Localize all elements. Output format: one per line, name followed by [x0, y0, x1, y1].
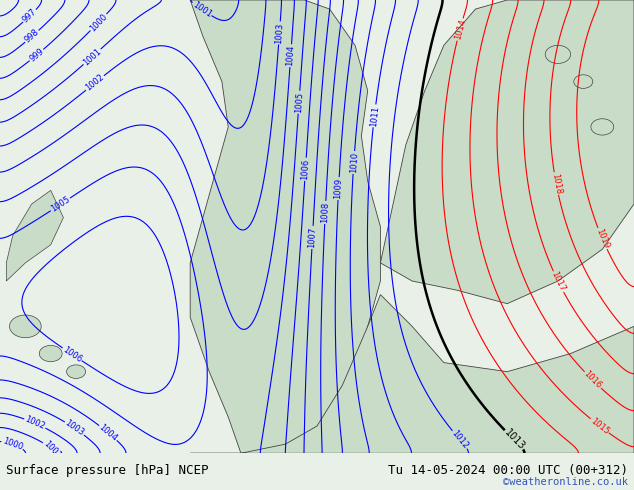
Text: 1016: 1016: [582, 369, 604, 391]
Text: 1017: 1017: [550, 270, 567, 293]
Text: 1001: 1001: [41, 439, 63, 461]
Text: 1013: 1013: [502, 427, 526, 452]
Text: 999: 999: [28, 47, 46, 64]
Text: 1012: 1012: [450, 429, 470, 451]
Text: 1003: 1003: [274, 22, 285, 44]
Text: 1011: 1011: [369, 105, 380, 127]
Text: 1006: 1006: [61, 345, 84, 364]
Polygon shape: [6, 191, 63, 281]
Text: 997: 997: [21, 7, 39, 24]
Text: 1005: 1005: [49, 195, 72, 214]
Text: 1001: 1001: [81, 47, 103, 67]
Polygon shape: [190, 294, 634, 453]
Circle shape: [574, 75, 593, 88]
Text: 1009: 1009: [333, 178, 344, 199]
Circle shape: [545, 46, 571, 63]
Text: 1018: 1018: [550, 172, 562, 195]
Circle shape: [591, 119, 614, 135]
Text: 1000: 1000: [88, 12, 109, 33]
Text: 1002: 1002: [84, 73, 106, 93]
Circle shape: [10, 315, 41, 338]
Polygon shape: [190, 0, 380, 453]
Text: 1001: 1001: [191, 0, 213, 19]
Text: Surface pressure [hPa] NCEP: Surface pressure [hPa] NCEP: [6, 464, 209, 477]
Text: 1005: 1005: [294, 92, 304, 113]
Text: Tu 14-05-2024 00:00 UTC (00+312): Tu 14-05-2024 00:00 UTC (00+312): [387, 464, 628, 477]
Text: 1014: 1014: [453, 18, 467, 41]
Polygon shape: [380, 0, 634, 304]
Text: 1002: 1002: [23, 415, 46, 432]
Circle shape: [39, 345, 62, 362]
Text: 998: 998: [23, 28, 41, 45]
Text: 1019: 1019: [594, 227, 611, 250]
Text: 1006: 1006: [301, 158, 311, 180]
Text: 1010: 1010: [349, 152, 359, 173]
Text: 1000: 1000: [1, 437, 24, 452]
Text: 1003: 1003: [63, 418, 86, 438]
Text: 1007: 1007: [307, 227, 318, 248]
Text: 1008: 1008: [320, 202, 330, 223]
Text: 1015: 1015: [588, 416, 611, 436]
Circle shape: [67, 365, 86, 378]
Text: 1004: 1004: [285, 45, 296, 67]
Text: 1004: 1004: [97, 422, 119, 443]
Text: ©weatheronline.co.uk: ©weatheronline.co.uk: [503, 477, 628, 487]
